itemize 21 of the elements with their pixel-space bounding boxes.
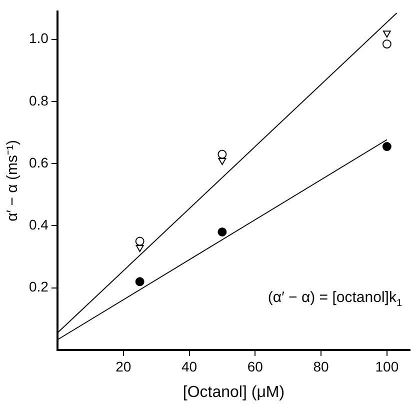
point [218, 227, 227, 236]
point [218, 150, 227, 159]
point [382, 40, 392, 49]
y-tick-label: 0.4 [28, 216, 49, 233]
point [136, 244, 144, 252]
x-axis-title: [Octanol] (μM) [182, 384, 285, 401]
y-tick-label: 0.2 [28, 278, 49, 295]
y-axis-title: α′ − α (ms⁻¹) [4, 140, 22, 222]
y-tick-label: 0.6 [28, 154, 49, 170]
x-tick-label: 60 [247, 358, 264, 374]
point [218, 158, 226, 166]
point [135, 277, 144, 286]
y-tick-label: 0.8 [28, 92, 49, 108]
x-tick-label: 80 [313, 358, 330, 374]
point [382, 30, 391, 38]
x-tick-label: 20 [116, 358, 132, 374]
x-tick-label: 40 [181, 358, 198, 374]
point [135, 236, 144, 246]
point [382, 142, 392, 152]
y-tick-label: 1.0 [28, 30, 49, 46]
x-tick-label: 100 [375, 358, 399, 374]
